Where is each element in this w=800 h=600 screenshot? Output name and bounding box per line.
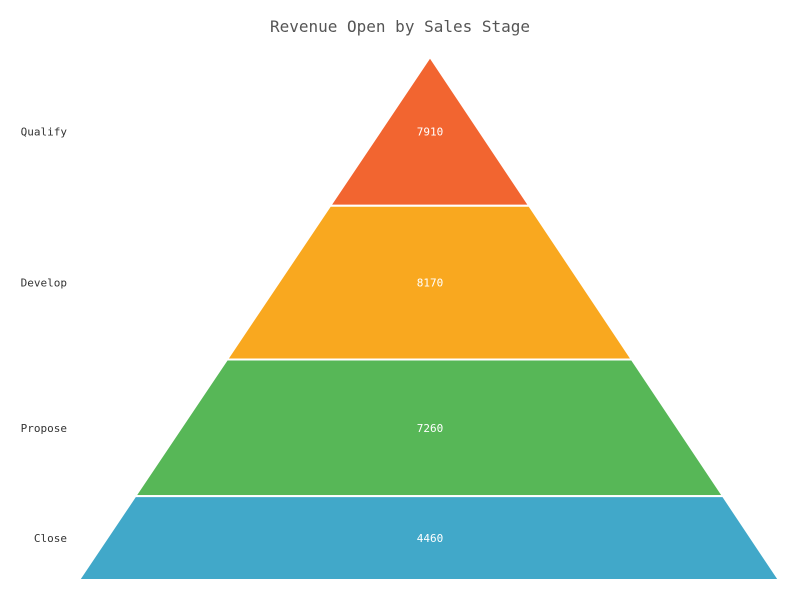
stage-labels: Qualify Develop Propose Close xyxy=(21,125,68,545)
value-label-develop: 8170 xyxy=(417,277,444,290)
stage-label-close: Close xyxy=(34,532,67,545)
stage-label-propose: Propose xyxy=(21,422,67,435)
value-label-propose: 7260 xyxy=(417,422,444,435)
stage-label-qualify: Qualify xyxy=(21,125,68,138)
pyramid-segment-close xyxy=(77,495,781,581)
pyramid-segments xyxy=(77,55,781,581)
value-label-qualify: 7910 xyxy=(417,125,444,138)
value-labels: 7910 8170 7260 4460 xyxy=(417,125,444,545)
chart-title: Revenue Open by Sales Stage xyxy=(270,17,530,36)
value-label-close: 4460 xyxy=(417,532,444,545)
stage-label-develop: Develop xyxy=(21,277,67,290)
